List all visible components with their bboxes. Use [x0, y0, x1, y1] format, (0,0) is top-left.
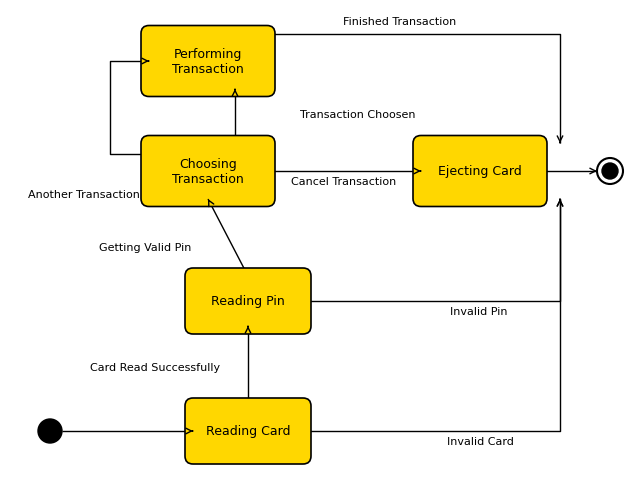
Text: Invalid Card: Invalid Card	[447, 436, 514, 446]
Text: Reading Pin: Reading Pin	[211, 295, 285, 308]
Circle shape	[38, 419, 62, 443]
Text: Transaction Choosen: Transaction Choosen	[300, 110, 415, 120]
Circle shape	[602, 164, 618, 180]
Text: Finished Transaction: Finished Transaction	[343, 17, 457, 27]
Text: Ejecting Card: Ejecting Card	[438, 165, 522, 178]
Text: Cancel Transaction: Cancel Transaction	[292, 177, 397, 187]
Text: Getting Valid Pin: Getting Valid Pin	[99, 242, 191, 252]
Text: Card Read Successfully: Card Read Successfully	[90, 362, 220, 372]
Text: Choosing
Transaction: Choosing Transaction	[172, 157, 244, 186]
Text: Invalid Pin: Invalid Pin	[450, 306, 507, 316]
FancyBboxPatch shape	[185, 268, 311, 334]
FancyBboxPatch shape	[185, 398, 311, 464]
Text: Performing
Transaction: Performing Transaction	[172, 48, 244, 76]
FancyBboxPatch shape	[141, 136, 275, 207]
Text: Another Transaction: Another Transaction	[28, 190, 140, 200]
FancyBboxPatch shape	[141, 26, 275, 97]
Text: Reading Card: Reading Card	[205, 425, 290, 438]
FancyBboxPatch shape	[413, 136, 547, 207]
Circle shape	[597, 159, 623, 185]
